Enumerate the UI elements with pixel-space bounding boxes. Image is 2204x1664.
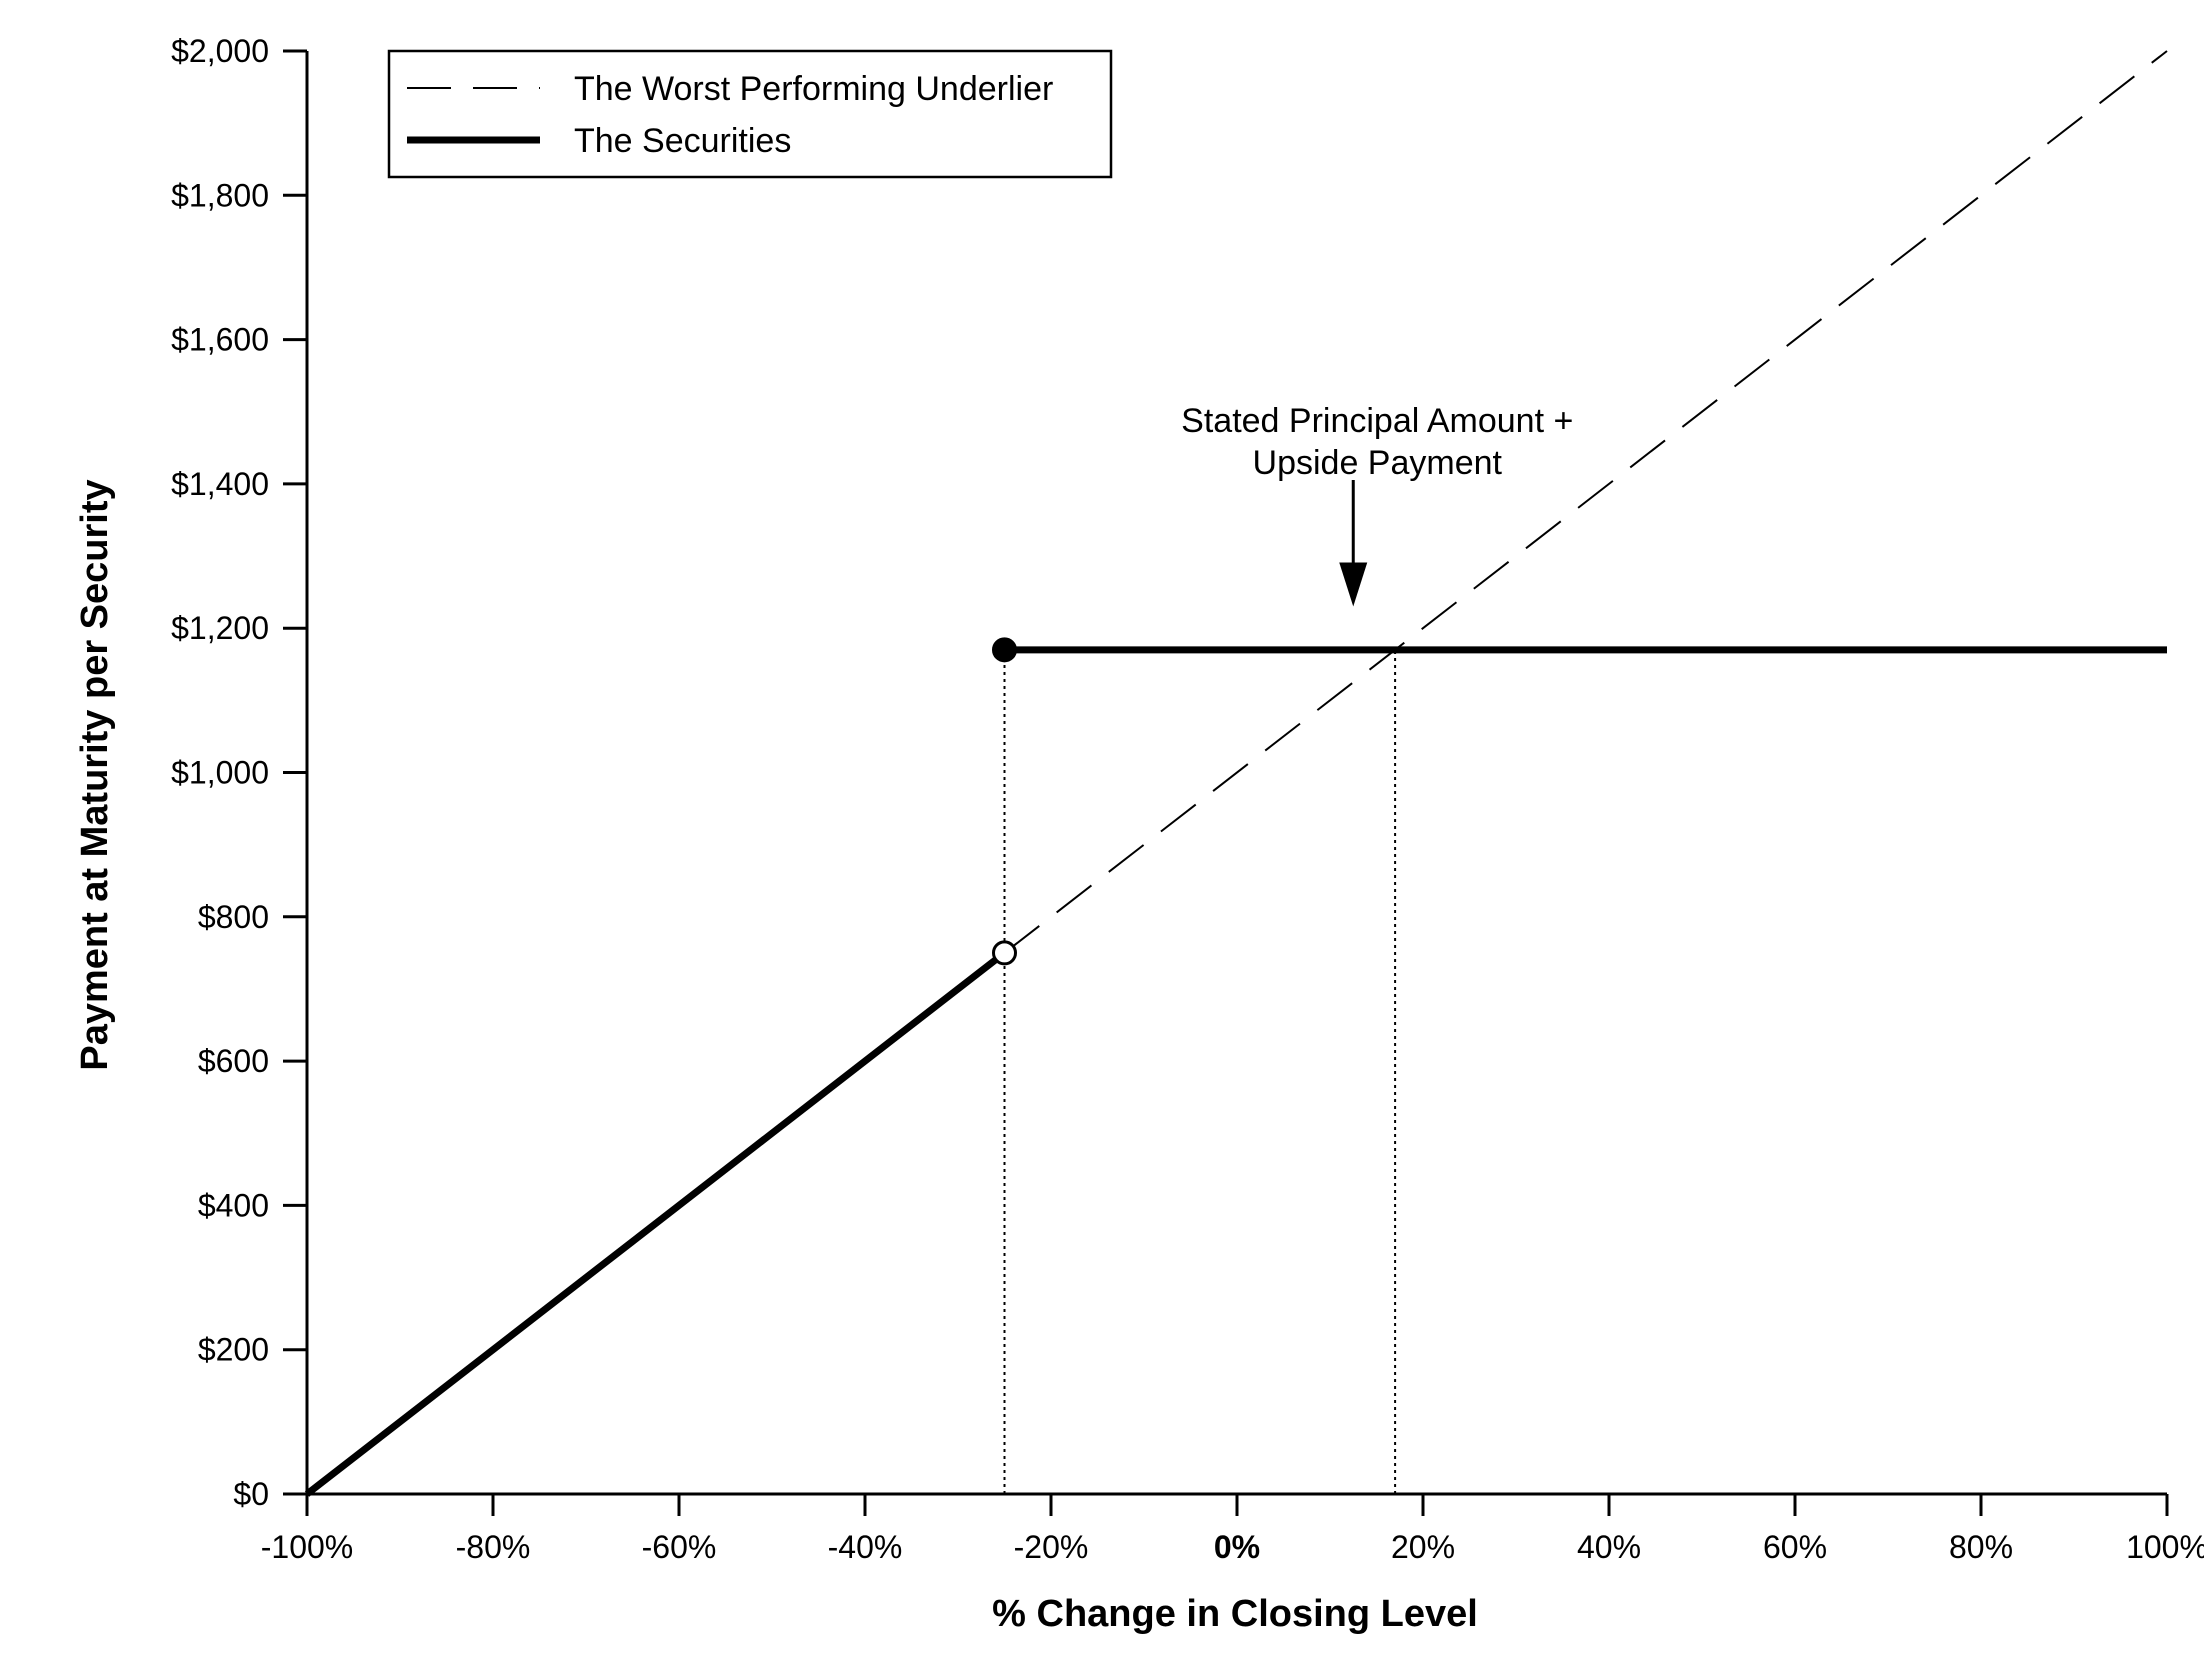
reference-lines [1003, 649, 1397, 1494]
x-tick-label: 40% [1577, 1529, 1641, 1565]
x-tick-label: -40% [828, 1529, 903, 1565]
x-tick-label: 60% [1763, 1529, 1827, 1565]
y-tick-label: $1,400 [171, 466, 269, 502]
series-line-worst-performing-underlier [1003, 50, 2168, 954]
legend-label: The Securities [574, 122, 791, 160]
y-tick-label: $1,200 [171, 610, 269, 646]
y-tick-label: $1,600 [171, 322, 269, 358]
markers [992, 637, 1017, 966]
y-tick-label: $1,000 [171, 755, 269, 791]
axes: $0 $200 $400 $600 $800 $1,000 $1,200 $1,400 $1,6… [171, 33, 2204, 1565]
x-tick-label: -100% [261, 1529, 354, 1565]
legend: The Worst Performing Underlier The Securi… [387, 49, 1113, 179]
x-tick-label: 20% [1391, 1529, 1455, 1565]
series-layer [304, 50, 2168, 1497]
x-tick-label: -60% [642, 1529, 717, 1565]
x-tick-label: 80% [1949, 1529, 2013, 1565]
y-tick-label: $0 [233, 1476, 269, 1512]
y-axis-title: Payment at Maturity per Security [74, 479, 116, 1070]
series-line-securities [304, 950, 1007, 1497]
filled-marker [992, 637, 1017, 663]
y-tick-label: $400 [198, 1187, 269, 1223]
open-marker [992, 940, 1017, 966]
y-tick-label: $1,800 [171, 177, 269, 213]
annotation-text: Stated Principal Amount + [1181, 402, 1573, 440]
x-axis-title: % Change in Closing Level [992, 1593, 1478, 1635]
y-tick-label: $2,000 [171, 33, 269, 69]
x-tick-label: -20% [1014, 1529, 1089, 1565]
y-tick-label: $800 [198, 899, 269, 935]
annotations: Stated Principal Amount + Upside Payment [1181, 402, 1573, 607]
legend-label: The Worst Performing Underlier [574, 70, 1053, 108]
legend-box [387, 49, 1113, 179]
annotation-text: Upside Payment [1253, 444, 1503, 482]
x-tick-label: 100% [2126, 1529, 2204, 1565]
y-tick-label: $600 [198, 1043, 269, 1079]
x-tick-label: -80% [456, 1529, 531, 1565]
x-tick-label: 0% [1214, 1529, 1260, 1565]
y-tick-label: $200 [198, 1332, 269, 1368]
annotation-arrow-head [1339, 562, 1368, 607]
